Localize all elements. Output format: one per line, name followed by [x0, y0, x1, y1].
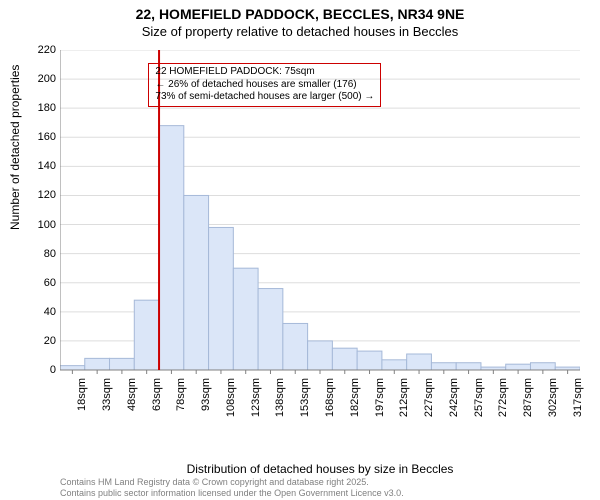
y-tick-label: 140 [0, 160, 56, 172]
x-tick-label: 242sqm [448, 378, 460, 428]
y-tick-label: 80 [0, 248, 56, 260]
x-tick-label: 302sqm [547, 378, 559, 428]
bar [60, 366, 85, 370]
bar [407, 354, 432, 370]
callout-box: 22 HOMEFIELD PADDOCK: 75sqm← 26% of deta… [148, 63, 381, 107]
bar [382, 360, 407, 370]
bar [209, 227, 234, 370]
bar [530, 363, 555, 370]
x-tick-label: 287sqm [522, 378, 534, 428]
x-tick-label: 153sqm [299, 378, 311, 428]
x-tick-label: 108sqm [225, 378, 237, 428]
y-tick-label: 180 [0, 102, 56, 114]
y-tick-label: 100 [0, 219, 56, 231]
bar [258, 289, 283, 370]
bar [332, 348, 357, 370]
x-tick-label: 227sqm [423, 378, 435, 428]
chart-title: 22, HOMEFIELD PADDOCK, BECCLES, NR34 9NE… [0, 0, 600, 40]
x-tick-label: 197sqm [374, 378, 386, 428]
x-axis-label: Distribution of detached houses by size … [60, 462, 580, 476]
y-tick-label: 220 [0, 44, 56, 56]
callout-line: 73% of semi-detached houses are larger (… [155, 91, 374, 104]
x-tick-label: 272sqm [497, 378, 509, 428]
x-tick-label: 317sqm [572, 378, 584, 428]
footer-line-2: Contains public sector information licen… [60, 488, 404, 498]
y-tick-label: 200 [0, 73, 56, 85]
y-axis-label: Number of detached properties [8, 65, 22, 230]
x-tick-label: 212sqm [398, 378, 410, 428]
chart-area: 02040608010012014016018020022018sqm33sqm… [60, 50, 580, 420]
x-tick-label: 182sqm [349, 378, 361, 428]
bar [357, 351, 382, 370]
y-tick-label: 0 [0, 364, 56, 376]
bar [159, 126, 184, 370]
bar [506, 364, 531, 370]
bar [184, 195, 209, 370]
x-tick-label: 78sqm [175, 378, 187, 428]
x-tick-label: 33sqm [101, 378, 113, 428]
y-tick-label: 160 [0, 131, 56, 143]
x-tick-label: 123sqm [250, 378, 262, 428]
bar [233, 268, 258, 370]
x-tick-label: 138sqm [274, 378, 286, 428]
title-line-1: 22, HOMEFIELD PADDOCK, BECCLES, NR34 9NE [0, 6, 600, 24]
bar [456, 363, 481, 370]
bar [134, 300, 159, 370]
callout-line: ← 26% of detached houses are smaller (17… [155, 79, 374, 92]
y-tick-label: 20 [0, 335, 56, 347]
x-tick-label: 63sqm [151, 378, 163, 428]
x-tick-label: 93sqm [200, 378, 212, 428]
bar [85, 358, 110, 370]
x-tick-label: 257sqm [473, 378, 485, 428]
bar [308, 341, 333, 370]
title-line-2: Size of property relative to detached ho… [0, 24, 600, 40]
x-tick-label: 18sqm [76, 378, 88, 428]
y-tick-label: 120 [0, 189, 56, 201]
callout-line: 22 HOMEFIELD PADDOCK: 75sqm [155, 66, 374, 79]
bar [431, 363, 456, 370]
x-tick-label: 48sqm [126, 378, 138, 428]
footer-attribution: Contains HM Land Registry data © Crown c… [60, 477, 404, 498]
bar [283, 323, 308, 370]
y-tick-label: 40 [0, 306, 56, 318]
x-tick-label: 168sqm [324, 378, 336, 428]
footer-line-1: Contains HM Land Registry data © Crown c… [60, 477, 404, 487]
y-tick-label: 60 [0, 277, 56, 289]
bar [110, 358, 135, 370]
